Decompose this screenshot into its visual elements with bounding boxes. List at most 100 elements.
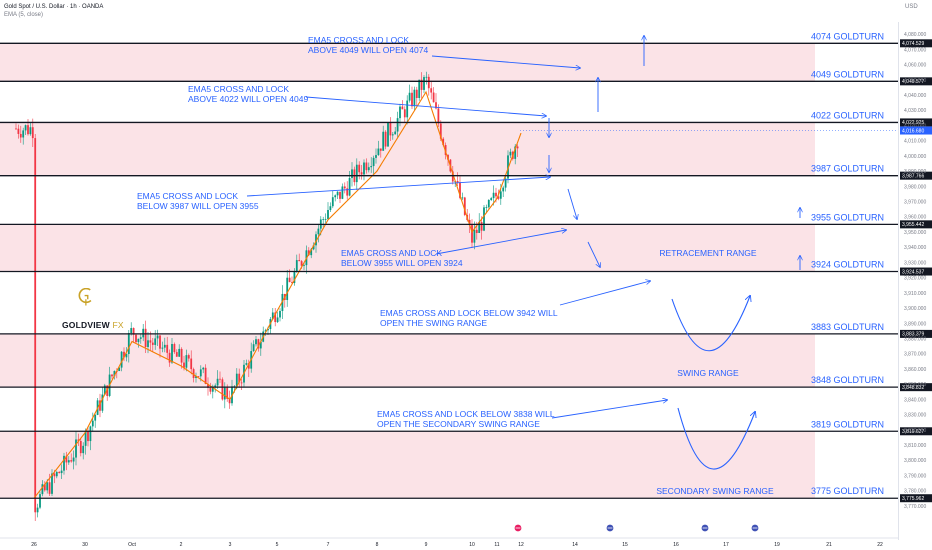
candle-body (219, 378, 221, 380)
y-tick-label: 3,940.000 (904, 245, 926, 251)
candle-body (298, 260, 301, 262)
current-price-badge (900, 126, 932, 135)
candle-body (418, 79, 421, 99)
price-badge (900, 267, 932, 276)
candle-body (492, 192, 495, 199)
candle-body (137, 338, 140, 343)
annotation-text: EMA5 CROSS AND LOCK (188, 84, 289, 94)
y-tick-label: 3,800.000 (904, 458, 926, 464)
candle-body (514, 146, 517, 159)
price-badge-text: 3,987.766 (902, 173, 924, 179)
candle-body (75, 439, 77, 458)
y-tick-label: 3,930.000 (904, 260, 926, 266)
candle-body (439, 123, 442, 139)
secondary-swing-curve (677, 407, 755, 470)
candle-body (365, 162, 368, 171)
candle-body (300, 261, 303, 266)
candle-body (34, 138, 37, 513)
candle-body (334, 195, 337, 198)
candle-body (238, 373, 241, 383)
candle-body (94, 414, 97, 421)
candle-body (408, 92, 411, 101)
candle-body (339, 191, 341, 199)
candle-body (135, 334, 137, 343)
x-tick-label: 21 (826, 542, 832, 548)
candle-body (223, 387, 226, 400)
candle-body (168, 352, 171, 363)
range-labels: RETRACEMENT RANGE SWING RANGE SECONDARY SW… (656, 248, 774, 496)
level-lines: 4074 GOLDTURN 4049 GOLDTURN 4022 GOLDTURN 3… (0, 31, 898, 499)
candle-body (63, 455, 65, 471)
candle-body (463, 197, 466, 215)
candle-body (322, 219, 325, 220)
candle-body (226, 387, 229, 399)
annotation-text: EMA5 CROSS AND LOCK (341, 248, 442, 258)
candle-body (257, 339, 260, 349)
annotation-text: BELOW 3987 WILL OPEN 3955 (137, 201, 259, 211)
candle-body (473, 229, 476, 243)
candle-body (125, 354, 128, 358)
price-badge (900, 427, 932, 436)
pink-band (0, 43, 815, 82)
candle-body (147, 340, 149, 347)
candle-body (413, 89, 416, 107)
candle-body (478, 222, 481, 234)
x-tick-label: 30 (82, 542, 88, 548)
candle-body (156, 335, 159, 339)
y-tick-label: 3,980.000 (904, 184, 926, 190)
pink-band (0, 122, 815, 176)
annotation-arrows (246, 36, 800, 470)
candle-body (475, 229, 478, 234)
candle-body (204, 367, 207, 384)
candle-body (144, 328, 147, 347)
candle-body (483, 207, 485, 231)
candle-body (142, 328, 145, 338)
swing-range-curve (671, 296, 750, 352)
y-tick-label: 4,030.000 (904, 108, 926, 114)
candle-body (175, 352, 178, 357)
y-tick-label: 4,050.000 (904, 78, 926, 84)
candle-body (427, 76, 430, 89)
price-axis: 4,074.529 4,049.577 4,022.925 3,987.766 3,95… (898, 22, 932, 540)
candle-body (202, 367, 205, 370)
price-badge (900, 329, 932, 338)
candle-body (437, 108, 440, 124)
y-tick-label: 3,770.000 (904, 504, 926, 510)
price-badge (900, 494, 932, 503)
annotation-text: BELOW 3955 WILL OPEN 3924 (341, 258, 463, 268)
y-tick-label: 3,840.000 (904, 397, 926, 403)
x-tick-label: 2 (180, 542, 183, 548)
candle-body (485, 207, 488, 208)
candle-body (372, 157, 375, 167)
y-tick-label: 3,950.000 (904, 230, 926, 236)
candle-body (363, 162, 365, 175)
candle-body (240, 382, 243, 384)
brand-name: GOLDVIEW (62, 320, 110, 330)
candle-body (252, 344, 255, 352)
annotation-arrow (567, 188, 577, 219)
candle-body (192, 369, 195, 378)
candle-body (423, 77, 425, 90)
candle-body (132, 328, 135, 335)
candle-body (221, 379, 224, 400)
candle-body (255, 339, 257, 345)
range-label: SWING RANGE (677, 368, 739, 378)
candle-body (279, 310, 281, 318)
candle-body (286, 277, 289, 301)
y-tick-label: 3,850.000 (904, 382, 926, 388)
price-badge (900, 220, 932, 229)
x-tick-label: 11 (494, 542, 499, 548)
goldturn-label: 3819 GOLDTURN (811, 419, 884, 429)
candle-body (67, 460, 70, 463)
candle-body (382, 131, 385, 151)
candle-body (101, 394, 104, 411)
annotation-arrow (435, 230, 566, 255)
y-tick-label: 3,880.000 (904, 336, 926, 342)
x-tick-label: 16 (673, 542, 679, 548)
candle-body (180, 348, 183, 363)
y-tick-label: 3,830.000 (904, 413, 926, 419)
candle-body (51, 473, 53, 494)
goldturn-label: 3924 GOLDTURN (811, 260, 884, 270)
candle-body (173, 344, 176, 353)
